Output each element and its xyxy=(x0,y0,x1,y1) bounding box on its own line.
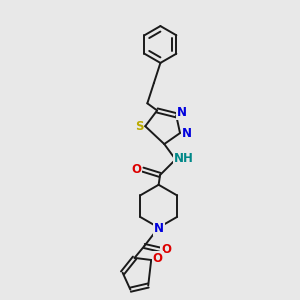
Text: O: O xyxy=(131,163,141,176)
Text: O: O xyxy=(161,243,171,256)
Text: N: N xyxy=(182,127,192,140)
Text: O: O xyxy=(153,252,163,265)
Text: N: N xyxy=(154,222,164,235)
Text: N: N xyxy=(177,106,187,119)
Text: NH: NH xyxy=(174,152,194,165)
Text: S: S xyxy=(135,120,143,133)
